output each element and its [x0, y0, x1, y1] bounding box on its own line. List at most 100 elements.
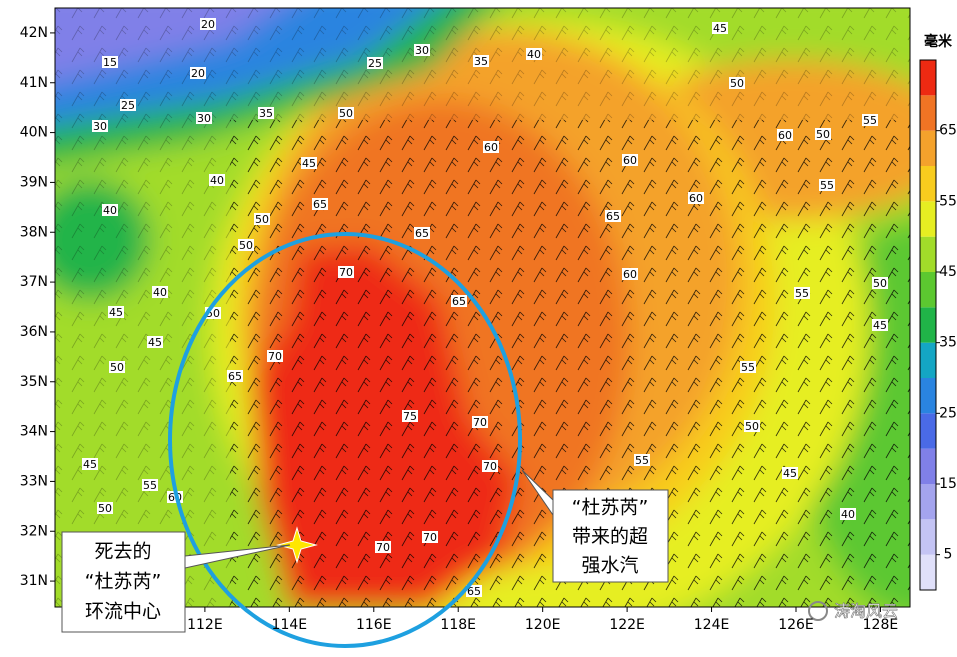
contour-label: 15 [103, 56, 117, 69]
wind-barbs [55, 8, 910, 607]
contour-label-bg [815, 128, 831, 140]
contour-label-bg [482, 460, 498, 472]
contour-label-bg [120, 99, 136, 111]
contour-label: 55 [741, 361, 755, 374]
contour-label-bg [712, 22, 728, 34]
colorbar-swatch [920, 201, 936, 237]
colorbar-swatch [920, 342, 936, 378]
colorbar-tick-label: 55 [939, 193, 957, 209]
colorbar-tick-label: 25 [939, 405, 957, 421]
contour-label-bg [312, 198, 328, 210]
contour-label-bg [301, 157, 317, 169]
contour-label: 30 [197, 112, 211, 125]
contour-label: 70 [473, 416, 487, 429]
lat-tick-label: 34N [20, 424, 48, 440]
colorbar-swatch [920, 95, 936, 131]
lat-tick-label: 33N [20, 473, 48, 489]
contour-label-bg [109, 361, 125, 373]
contour-label-bg [622, 154, 638, 166]
contour-label-bg [92, 120, 108, 132]
colorbar-tick-label: 65 [939, 123, 957, 139]
contour-label-bg [97, 502, 113, 514]
callout-text: 死去的 [94, 541, 151, 563]
contour-label-bg [634, 454, 650, 466]
contour-label: 40 [103, 204, 117, 217]
contour-label: 65 [452, 295, 466, 308]
lon-tick-label: 128E [863, 617, 899, 633]
callout-text: “杜苏芮” [85, 571, 162, 593]
colorbar-tick-label: 5 [944, 547, 953, 563]
contour-label: 40 [153, 286, 167, 299]
contour-label: 50 [110, 361, 124, 374]
lat-tick-label: 36N [20, 324, 48, 340]
contour-label: 50 [339, 107, 353, 120]
contour-label: 70 [268, 350, 282, 363]
lat-tick-label: 38N [20, 224, 48, 240]
contour-label-bg [526, 48, 542, 60]
contour-label-bg [375, 541, 391, 553]
callout-text: 带来的超 [572, 526, 648, 548]
contour-label-bg [196, 112, 212, 124]
contour-label: 65 [467, 585, 481, 598]
contour-label-bg [258, 107, 274, 119]
callout-text: “杜苏芮” [572, 497, 649, 519]
lon-tick-label: 124E [694, 617, 730, 633]
contour-label-bg [414, 44, 430, 56]
callout-box [552, 489, 669, 583]
contour-label-bg [338, 266, 354, 278]
lon-tick-label: 118E [440, 617, 476, 633]
contour-label: 50 [730, 77, 744, 90]
contour-label-bg [451, 295, 467, 307]
contour-label-bg [147, 336, 163, 348]
colorbar-swatch [920, 448, 936, 484]
contour-label-bg [82, 458, 98, 470]
contour-label: 30 [415, 44, 429, 57]
lon-tick-label: 122E [609, 617, 645, 633]
map-frame [54, 7, 911, 608]
contour-label-bg [622, 268, 638, 280]
contour-label-bg [862, 114, 878, 126]
contour-label: 45 [109, 306, 123, 319]
contour-label-bg [473, 55, 489, 67]
lat-tick-label: 37N [20, 274, 48, 290]
contour-label: 70 [423, 531, 437, 544]
contour-label-bg [777, 129, 793, 141]
contour-label: 30 [93, 120, 107, 133]
callout-box [61, 531, 186, 633]
contour-label-bg [338, 107, 354, 119]
contour-label-bg [819, 179, 835, 191]
contour-label-bg [254, 213, 270, 225]
contour-label-bg [794, 287, 810, 299]
contour-label: 40 [841, 508, 855, 521]
colorbar-swatch [920, 166, 936, 202]
lon-tick-label: 114E [272, 617, 308, 633]
lat-tick-label: 31N [20, 573, 48, 589]
contour-label-bg [152, 286, 168, 298]
contour-label-bg [740, 361, 756, 373]
contour-label-bg [472, 416, 488, 428]
lon-tick-label: 120E [525, 617, 561, 633]
contour-label-bg [402, 410, 418, 422]
colorbar-tick-label: 15 [939, 476, 957, 492]
contour-label-bg [414, 227, 430, 239]
contour-label-bg [422, 531, 438, 543]
callout-text: 环流中心 [85, 601, 161, 623]
contour-label: 25 [121, 99, 135, 112]
contour-label: 60 [623, 154, 637, 167]
watermark: 涛淘风云 [834, 602, 898, 621]
contour-label-bg [200, 18, 216, 30]
contour-label-bg [238, 239, 254, 251]
contour-label: 60 [689, 192, 703, 205]
contour-label: 55 [143, 479, 157, 492]
contour-label-bg [466, 585, 482, 597]
contour-label: 45 [873, 319, 887, 332]
contour-label-bg [782, 467, 798, 479]
contour-label: 20 [201, 18, 215, 31]
colorbar-swatch [920, 519, 936, 555]
contour-label: 45 [713, 22, 727, 35]
contour-label: 60 [778, 129, 792, 142]
colorbar-swatch [920, 130, 936, 166]
contour-label-bg [102, 204, 118, 216]
colorbar-frame [919, 59, 937, 591]
